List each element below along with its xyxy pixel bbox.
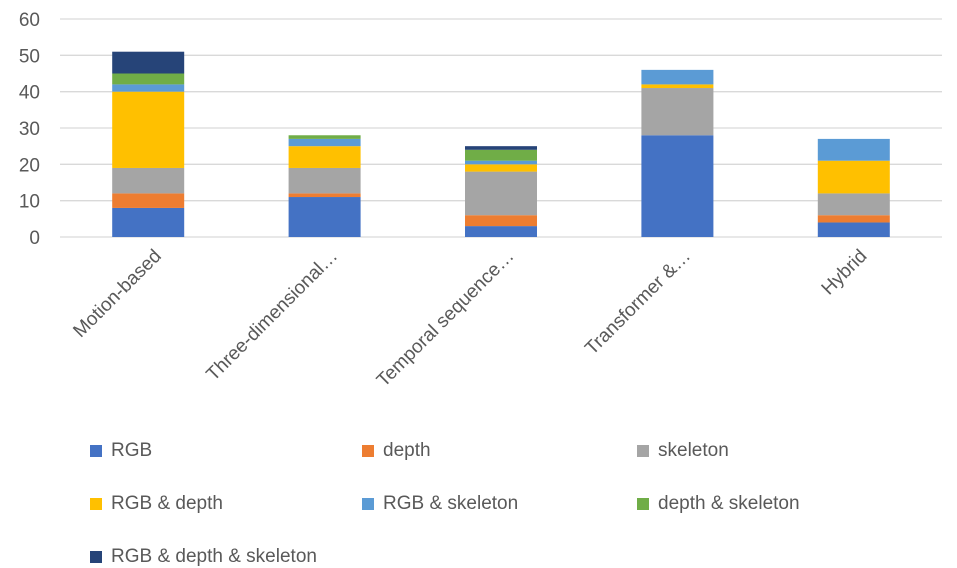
legend-item: RGB & depth & skeleton bbox=[90, 546, 317, 568]
x-axis-category-labels: Motion-based Three-dimensional… Temporal s… bbox=[69, 246, 871, 392]
legend-item: RGB bbox=[90, 440, 152, 462]
legend-swatch bbox=[90, 498, 102, 510]
bar-segment bbox=[112, 207, 185, 237]
bar-segment bbox=[817, 193, 890, 216]
bar-segment bbox=[641, 69, 714, 85]
legend-label: RGB & skeleton bbox=[383, 493, 519, 514]
bar-segment bbox=[112, 51, 185, 74]
bar-segment bbox=[288, 138, 361, 147]
legend-label: depth bbox=[383, 440, 431, 461]
y-tick-label: 20 bbox=[19, 155, 40, 176]
legend-swatch bbox=[362, 498, 374, 510]
bar-segment bbox=[288, 135, 361, 139]
legend-label: RGB & depth & skeleton bbox=[111, 546, 317, 567]
y-tick-label: 10 bbox=[19, 192, 40, 213]
bar-segment bbox=[465, 149, 537, 161]
bar-segment bbox=[112, 84, 185, 92]
legend-label: RGB & depth bbox=[111, 493, 223, 514]
bar-segment bbox=[817, 160, 890, 194]
bar-segment bbox=[288, 146, 361, 168]
bar-segment bbox=[112, 193, 185, 208]
bar-segment bbox=[288, 167, 361, 194]
legend-swatch bbox=[637, 445, 649, 457]
bar-segment bbox=[641, 84, 714, 89]
bar-segment bbox=[465, 160, 537, 165]
bar-segment bbox=[465, 215, 537, 227]
legend-swatch bbox=[637, 498, 649, 510]
legend-swatch bbox=[90, 551, 102, 563]
bar-segment bbox=[817, 138, 890, 161]
bar-segment bbox=[112, 73, 185, 85]
bar-segment bbox=[465, 164, 537, 172]
x-category-label: Transformer &… bbox=[581, 246, 695, 360]
bar-segment bbox=[465, 171, 537, 216]
bars bbox=[112, 51, 890, 237]
x-category-label: Three-dimensional… bbox=[203, 246, 343, 386]
legend-label: skeleton bbox=[658, 440, 729, 461]
x-category-label: Hybrid bbox=[818, 246, 872, 300]
legend-label: depth & skeleton bbox=[658, 493, 800, 514]
bar-segment bbox=[465, 146, 537, 150]
legend-swatch bbox=[362, 445, 374, 457]
legend-item: RGB & depth bbox=[90, 493, 223, 515]
y-tick-label: 30 bbox=[19, 119, 40, 140]
bar-segment bbox=[641, 135, 714, 237]
bar-segment bbox=[112, 167, 185, 194]
bar-segment bbox=[465, 226, 537, 237]
bar-segment bbox=[641, 88, 714, 136]
bar-segment bbox=[112, 91, 185, 168]
y-tick-label: 40 bbox=[19, 83, 40, 104]
bar-segment bbox=[817, 222, 890, 237]
bar-segment bbox=[817, 215, 890, 223]
x-category-label: Temporal sequence… bbox=[373, 246, 519, 392]
y-tick-label: 60 bbox=[19, 10, 40, 31]
bar-segment bbox=[288, 197, 361, 237]
legend-item: skeleton bbox=[637, 440, 729, 462]
y-tick-label: 50 bbox=[19, 46, 40, 67]
legend-swatch bbox=[90, 445, 102, 457]
y-axis-tick-labels: 0 10 20 30 40 50 60 bbox=[19, 10, 40, 249]
legend-label: RGB bbox=[111, 440, 153, 461]
legend-item: RGB & skeleton bbox=[362, 493, 518, 515]
x-category-label: Motion-based bbox=[69, 246, 165, 342]
bar-segment bbox=[288, 193, 361, 198]
legend-item: depth bbox=[362, 440, 431, 462]
legend-item: depth & skeleton bbox=[637, 493, 800, 515]
y-tick-label: 0 bbox=[29, 228, 40, 249]
stacked-bar-chart: 0 10 20 30 40 50 60 Motion-based Three-dimensio… bbox=[19, 10, 942, 392]
